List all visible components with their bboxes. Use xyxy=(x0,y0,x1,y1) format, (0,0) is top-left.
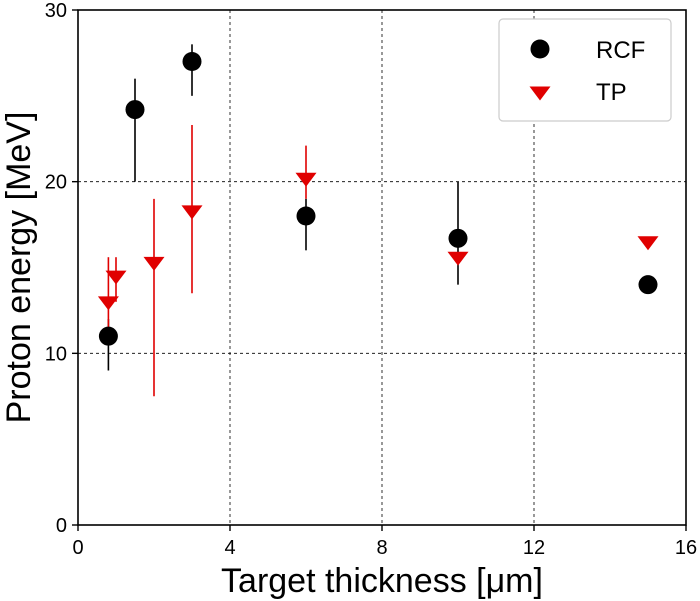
legend-label-rcf: RCF xyxy=(596,37,645,64)
x-axis-title: Target thickness [μm] xyxy=(221,562,543,600)
data-markers xyxy=(97,52,659,346)
x-tick-label: 16 xyxy=(675,537,697,559)
y-tick-label: 0 xyxy=(56,515,67,537)
legend-label-tp: TP xyxy=(596,79,627,106)
data-point-tp xyxy=(97,296,119,311)
data-point-rcf xyxy=(182,52,202,71)
data-point-tp xyxy=(295,172,317,187)
data-point-tp xyxy=(143,256,165,271)
data-point-tp xyxy=(637,236,659,251)
data-point-tp xyxy=(105,270,127,285)
legend-marker-tp xyxy=(529,86,551,101)
data-point-rcf xyxy=(296,206,316,226)
axis-ticks: 0 4 8 12 16 0 10 20 30 xyxy=(45,0,697,559)
x-tick-label: 4 xyxy=(224,537,235,559)
x-tick-label: 0 xyxy=(72,537,83,559)
data-point-rcf xyxy=(638,275,658,295)
y-tick-label: 10 xyxy=(45,343,67,365)
legend-marker-rcf xyxy=(530,39,550,59)
data-point-rcf xyxy=(448,228,468,248)
x-tick-label: 12 xyxy=(523,537,545,559)
y-axis-title: Proton energy [MeV] xyxy=(0,112,38,424)
data-point-tp xyxy=(447,251,469,266)
data-point-tp xyxy=(181,205,203,220)
y-tick-label: 20 xyxy=(45,172,67,194)
legend: RCF TP xyxy=(498,18,672,122)
legend-box xyxy=(498,18,672,122)
data-point-rcf xyxy=(98,326,118,346)
x-tick-label: 8 xyxy=(376,537,387,559)
data-point-rcf xyxy=(125,100,145,120)
y-tick-label: 30 xyxy=(45,0,67,22)
